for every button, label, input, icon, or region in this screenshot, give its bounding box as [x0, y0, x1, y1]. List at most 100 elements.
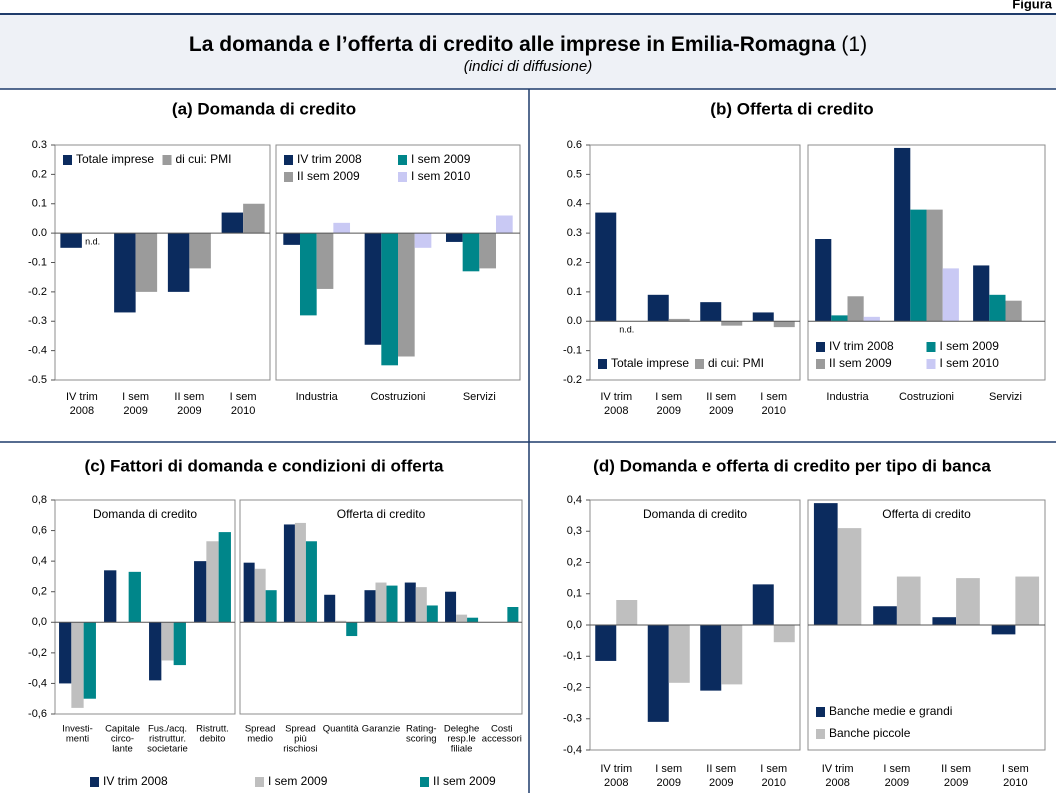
- bar: [83, 622, 96, 699]
- bar: [149, 622, 162, 681]
- bar: [381, 233, 398, 366]
- x-tick-label: II sem: [706, 391, 736, 403]
- bar: [161, 622, 174, 661]
- x-tick-label: I sem: [655, 391, 682, 403]
- legend-label: II sem 2009: [297, 169, 360, 183]
- x-tick-label: 2010: [231, 405, 255, 417]
- legend-swatch: [162, 155, 172, 165]
- x-tick-label: 2009: [177, 405, 201, 417]
- bar: [299, 233, 317, 316]
- legend-label: IV trim 2008: [103, 774, 168, 788]
- x-tick-label: Garanzie: [362, 724, 401, 735]
- bar: [294, 522, 306, 623]
- x-tick-label: Deleghe: [444, 724, 479, 735]
- y-tick-label: -0.1: [28, 256, 47, 268]
- bar: [445, 233, 463, 242]
- x-tick-label: I sem: [655, 763, 682, 775]
- x-tick-label: più: [294, 734, 307, 745]
- y-tick-label: 0,4: [567, 494, 582, 506]
- y-tick-label: -0.1: [563, 345, 582, 357]
- bar: [847, 296, 864, 322]
- bar: [167, 233, 190, 292]
- x-tick-label: 2009: [944, 777, 968, 789]
- bar: [910, 209, 927, 322]
- legend-swatch: [398, 172, 407, 182]
- x-tick-label: 2008: [825, 777, 849, 789]
- bar: [616, 600, 638, 625]
- x-tick-label: debito: [200, 734, 226, 745]
- legend-label: I sem 2010: [940, 356, 1000, 370]
- bar: [364, 233, 382, 345]
- plot-frame: [275, 144, 521, 381]
- x-tick-label: II sem: [941, 763, 971, 775]
- bar: [942, 268, 959, 322]
- plot-subtitle: Offerta di credito: [882, 507, 971, 521]
- x-tick-label: 2009: [123, 405, 147, 417]
- y-tick-label: 0.3: [32, 139, 47, 151]
- legend-swatch: [695, 359, 704, 369]
- bar: [60, 233, 82, 248]
- y-tick-label: 0,3: [567, 525, 582, 537]
- y-tick-label: -0,4: [563, 744, 582, 756]
- legend-swatch: [816, 359, 825, 369]
- legend-label: II sem 2009: [433, 774, 496, 788]
- x-tick-label: filiale: [451, 744, 473, 755]
- y-tick-label: 0.1: [567, 286, 582, 298]
- panel-area: [0, 89, 1056, 793]
- annotation: n.d.: [619, 325, 634, 335]
- x-tick-label: rischiosi: [283, 744, 317, 755]
- bar: [1015, 576, 1040, 625]
- bar: [989, 294, 1006, 322]
- plot-frame: [239, 499, 523, 715]
- y-tick-label: -0.2: [28, 286, 47, 298]
- legend-swatch: [90, 777, 99, 787]
- y-tick-label: 0.5: [567, 168, 582, 180]
- figure-label: Figura: [1012, 0, 1052, 11]
- y-tick-label: 0,0: [567, 619, 582, 631]
- legend-label: Totale imprese: [611, 356, 689, 370]
- panel-title: (d) Domanda e offerta di credito per tip…: [593, 456, 991, 475]
- y-tick-label: -0,2: [563, 681, 582, 693]
- plot-frame: [807, 144, 1046, 381]
- bar: [415, 587, 427, 623]
- bar: [324, 594, 336, 623]
- x-tick-label: IV trim: [822, 763, 854, 775]
- bar: [956, 578, 980, 625]
- bar: [462, 233, 480, 272]
- x-tick-label: IV trim: [600, 391, 632, 403]
- bar: [135, 233, 158, 292]
- y-tick-label: -0,2: [28, 647, 47, 659]
- legend-label: Banche medie e grandi: [829, 704, 952, 718]
- legend-swatch: [816, 342, 825, 352]
- bar: [647, 294, 669, 322]
- bar: [896, 576, 921, 625]
- x-tick-label: 2008: [604, 777, 628, 789]
- bar: [128, 571, 141, 623]
- bar: [700, 625, 722, 691]
- x-tick-label: Costruzioni: [899, 391, 954, 403]
- bar: [218, 532, 231, 623]
- y-tick-label: 0,0: [32, 616, 47, 628]
- legend-swatch: [63, 155, 72, 165]
- bar: [873, 606, 897, 625]
- bar: [335, 620, 347, 623]
- legend-swatch: [255, 777, 264, 787]
- legend-label: Totale imprese: [76, 152, 154, 166]
- y-tick-label: 0,1: [567, 588, 582, 600]
- x-tick-label: scoring: [406, 734, 437, 745]
- legend-swatch: [420, 777, 429, 787]
- x-tick-label: Ristrutt.: [196, 724, 229, 735]
- bar: [863, 316, 880, 322]
- y-tick-label: -0.5: [28, 374, 47, 386]
- x-tick-label: Servizi: [989, 391, 1022, 403]
- legend-label: I sem 2010: [411, 169, 471, 183]
- bar: [837, 528, 862, 625]
- legend-label: I sem 2009: [268, 774, 328, 788]
- x-tick-label: IV trim: [66, 391, 98, 403]
- figure-subtitle: (indici di diffusione): [464, 58, 592, 75]
- bar: [283, 524, 295, 623]
- y-tick-label: 0.1: [32, 198, 47, 210]
- legend-label: di cui: PMI: [176, 152, 232, 166]
- y-tick-label: 0.2: [32, 168, 47, 180]
- plot-frame: [54, 499, 236, 715]
